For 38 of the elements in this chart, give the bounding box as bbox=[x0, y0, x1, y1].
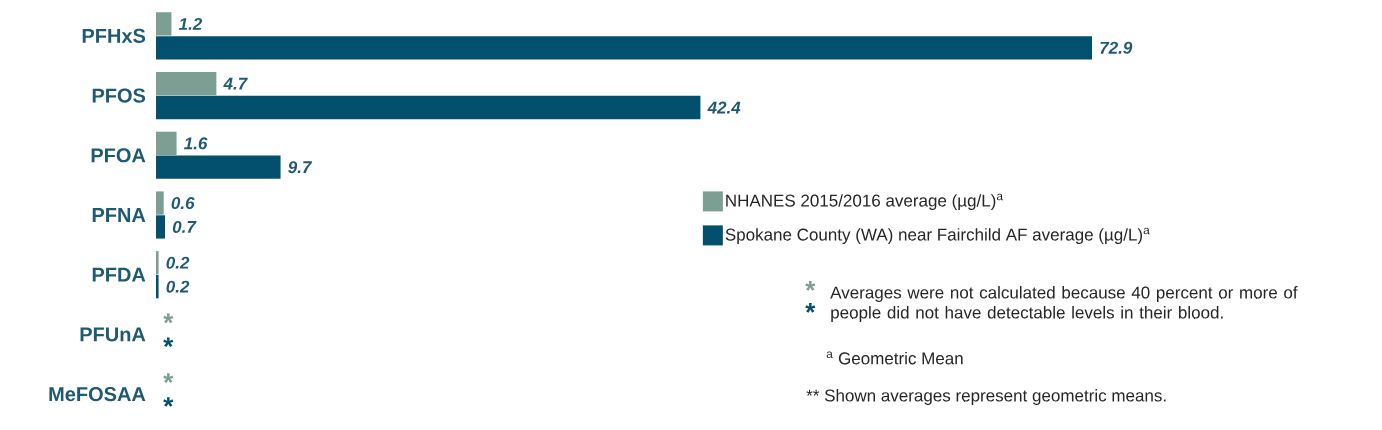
data-label: 0.2 bbox=[166, 280, 190, 293]
legend-label: Spokane County (WA) near Fairchild AF average (µg/L)$^{a}$ bbox=[725, 227, 1150, 244]
y-tick-label: PFDA bbox=[92, 267, 146, 282]
annotation: * bbox=[805, 281, 816, 291]
data-label: 42.4 bbox=[707, 101, 741, 114]
bar bbox=[156, 12, 172, 36]
bar bbox=[156, 251, 159, 275]
bar bbox=[156, 275, 159, 299]
annotation: * bbox=[805, 303, 816, 313]
legend-label: NHANES 2015/2016 average (µg/L)$^{a}$ bbox=[726, 193, 1004, 210]
bar bbox=[156, 95, 701, 120]
text: * bbox=[163, 313, 174, 324]
y-tick-label: PFOA bbox=[91, 148, 146, 163]
y-tick-label: PFNA bbox=[92, 208, 146, 222]
annotation: ** Shown averages represent geometric means. bbox=[806, 389, 1166, 405]
annotation: $^{a}$ Geometric Mean bbox=[826, 351, 963, 365]
data-label: 72.9 bbox=[1100, 41, 1133, 54]
data-label: 1.6 bbox=[184, 137, 208, 150]
data-label: 9.7 bbox=[288, 161, 313, 174]
bar bbox=[156, 155, 281, 179]
bar bbox=[156, 215, 165, 239]
y-tick-label: MeFOSAA bbox=[49, 387, 146, 402]
y-tick-label: PFUnA bbox=[80, 327, 146, 342]
data-label: 4.7 bbox=[223, 77, 248, 90]
annotation: Averages were not calculated because 40 percent or more of people did not have detectable levels in their blood. bbox=[830, 286, 1298, 322]
text: * bbox=[163, 337, 174, 348]
bar bbox=[156, 71, 217, 96]
data-label: 0.7 bbox=[172, 220, 197, 233]
data-label: 0.6 bbox=[171, 197, 195, 210]
y-tick-label: PFOS bbox=[92, 88, 146, 103]
bar bbox=[156, 191, 164, 215]
data-label: 1.2 bbox=[178, 17, 203, 30]
text: * bbox=[163, 373, 174, 383]
y-tick-label: PFHxS bbox=[82, 28, 146, 43]
data-label: 0.2 bbox=[166, 256, 190, 269]
bar bbox=[156, 36, 1093, 60]
bar bbox=[156, 131, 177, 155]
text: * bbox=[163, 397, 174, 407]
